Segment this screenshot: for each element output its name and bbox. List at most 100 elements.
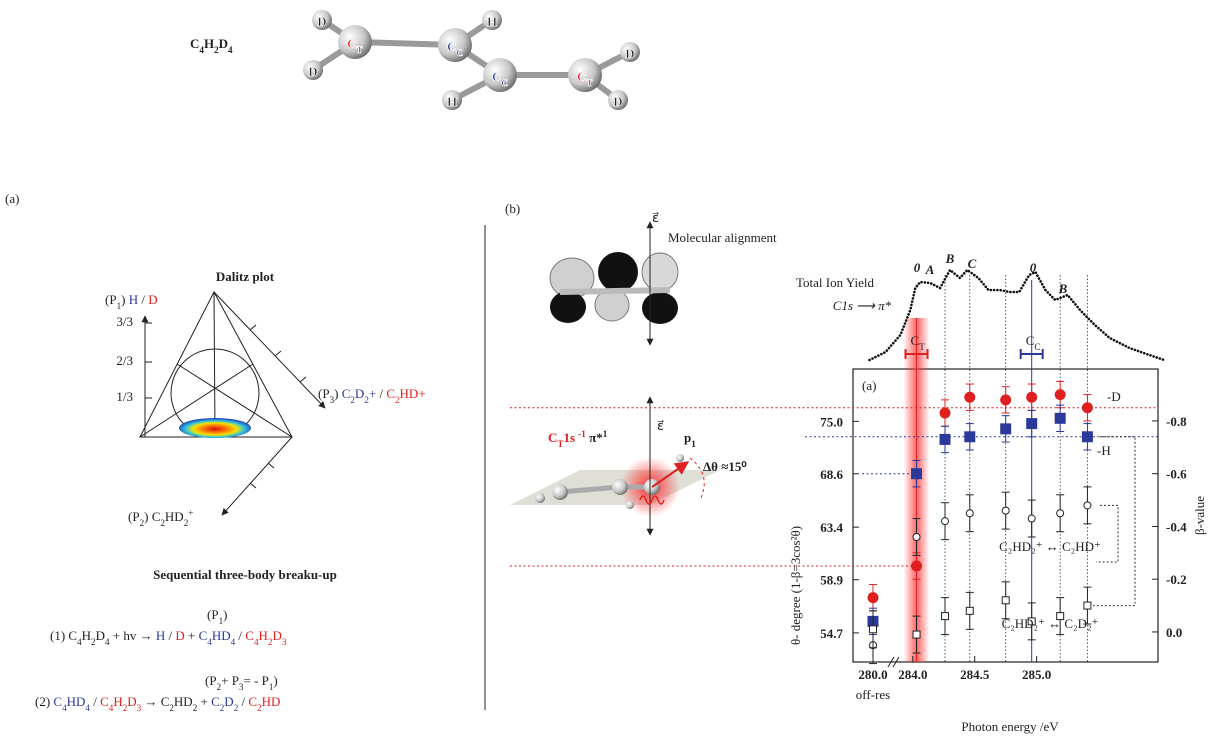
deuterium-label: D	[625, 46, 634, 61]
text-run: HD+	[400, 386, 426, 401]
text-run: T	[356, 45, 362, 55]
text-run: C	[577, 69, 586, 84]
data-point	[912, 561, 922, 571]
data-point	[940, 434, 950, 444]
text-run: C	[190, 36, 199, 51]
data-point	[1028, 515, 1035, 522]
text-run: (P	[207, 607, 219, 622]
y-tick-label: 63.4	[820, 520, 843, 535]
text-run: +	[188, 508, 193, 518]
x-axis-title: Photon energy /eV	[961, 719, 1059, 734]
equation-note: (P1)	[207, 607, 227, 626]
text-run: D	[175, 628, 184, 643]
text-run: /	[235, 628, 245, 643]
text-run: D	[127, 694, 136, 709]
text-run: H	[129, 292, 138, 307]
y-axis-title: θ- degree (1-β=3cos²θ)	[788, 526, 803, 645]
text-run: 3	[282, 637, 287, 647]
text-run: (P	[128, 509, 140, 524]
peak-label: B	[1058, 281, 1068, 296]
data-point	[913, 631, 920, 638]
data-point	[1027, 392, 1037, 402]
y2-tick-label: 0.0	[1166, 625, 1182, 640]
x-sublabel: off-res	[856, 687, 890, 702]
peak-label: A	[925, 262, 935, 277]
text-run: → C	[141, 694, 169, 709]
data-point	[942, 613, 949, 620]
text-run: (P	[318, 386, 330, 401]
deuterium-label: D	[317, 14, 326, 29]
text-run: H	[259, 628, 268, 643]
dalitz-heatmap	[179, 418, 251, 438]
text-run: H	[204, 36, 214, 51]
text-run: π*	[586, 430, 603, 445]
excitation-picture	[510, 397, 720, 535]
text-run: C	[911, 333, 920, 348]
y2-axis-title: β-value	[1192, 496, 1207, 535]
y2-tick-label: -0.4	[1166, 519, 1187, 534]
text-run: +	[369, 386, 376, 401]
panel-label: (a)	[5, 191, 19, 206]
data-point	[1084, 502, 1091, 509]
text-run: HD	[174, 694, 193, 709]
data-point	[1082, 403, 1092, 413]
y-tick-label: 54.7	[820, 626, 843, 641]
text-run: T	[919, 342, 925, 352]
figure: C4H2D4CTCCCCCTHHDDDD(a)Dalitz plot3/32/3…	[0, 0, 1215, 742]
equation-note: (P2+ P3= - P1)	[205, 673, 278, 692]
data-point	[1001, 395, 1011, 405]
orbital-picture	[550, 222, 678, 345]
data-point	[1027, 419, 1037, 429]
text-run: C	[53, 694, 62, 709]
dalitz-tick-label: 1/3	[116, 389, 133, 404]
y2-tick-label: -0.6	[1166, 467, 1187, 482]
text-run: C	[100, 694, 109, 709]
text-run: )	[121, 292, 129, 307]
x-tick-label: 284.5	[960, 667, 990, 682]
body: C4H2D4CTCCCCCTHHDDDD(a)Dalitz plot3/32/3…	[0, 0, 1215, 742]
text-run: D	[355, 386, 364, 401]
peak-label: 0	[914, 260, 921, 275]
text-run: ) C	[144, 509, 160, 524]
field-label: ε⃗	[657, 418, 664, 433]
text-run: H	[82, 628, 91, 643]
hydrogen-label: H	[487, 14, 497, 29]
peak-label: B	[945, 251, 955, 266]
text-run: /	[376, 386, 386, 401]
text-run: C	[248, 694, 257, 709]
text-run: )	[223, 607, 227, 622]
text-run: C	[211, 694, 220, 709]
ion-yield-title: Total Ion Yield	[796, 275, 875, 290]
text-run: /	[165, 628, 175, 643]
dalitz-p3: (P3) C2D2+ / C2HD+	[318, 386, 426, 405]
sequence-title: Sequential three-body breaku-up	[153, 567, 337, 582]
plot-label: (a)	[862, 378, 876, 393]
text-run: T	[586, 78, 592, 88]
deuterium-label: D	[308, 64, 317, 79]
y2-tick-label: -0.8	[1166, 414, 1187, 429]
text-run: C	[347, 36, 356, 51]
text-run: C	[1034, 342, 1040, 352]
resonance-label: CC	[1026, 333, 1041, 352]
dalitz-tick-label: 2/3	[116, 353, 133, 368]
data-point	[965, 432, 975, 442]
text-run: (2)	[35, 694, 53, 709]
text-run: HD	[165, 509, 184, 524]
series-label: C₂HD₂⁺ ↔ C₂HD⁺	[999, 539, 1101, 554]
data-point	[912, 469, 922, 479]
data-point	[966, 510, 973, 517]
angle-label: Δθ ≈15⁰	[703, 459, 747, 474]
text-run: /	[90, 694, 100, 709]
text-run: +	[197, 694, 211, 709]
momentum-label: p1	[684, 430, 696, 449]
data-point	[1057, 510, 1064, 517]
text-run: (P	[205, 673, 217, 688]
text-run: 1s	[563, 430, 578, 445]
text-run: + hv →	[110, 628, 156, 643]
x-tick-label: 285.0	[1022, 667, 1051, 682]
x-tick-label: 284.0	[898, 667, 927, 682]
data-point	[1055, 413, 1065, 423]
field-label: ε⃗	[652, 210, 659, 225]
dalitz-frame	[140, 292, 325, 515]
deuterium-label: D	[613, 94, 622, 109]
